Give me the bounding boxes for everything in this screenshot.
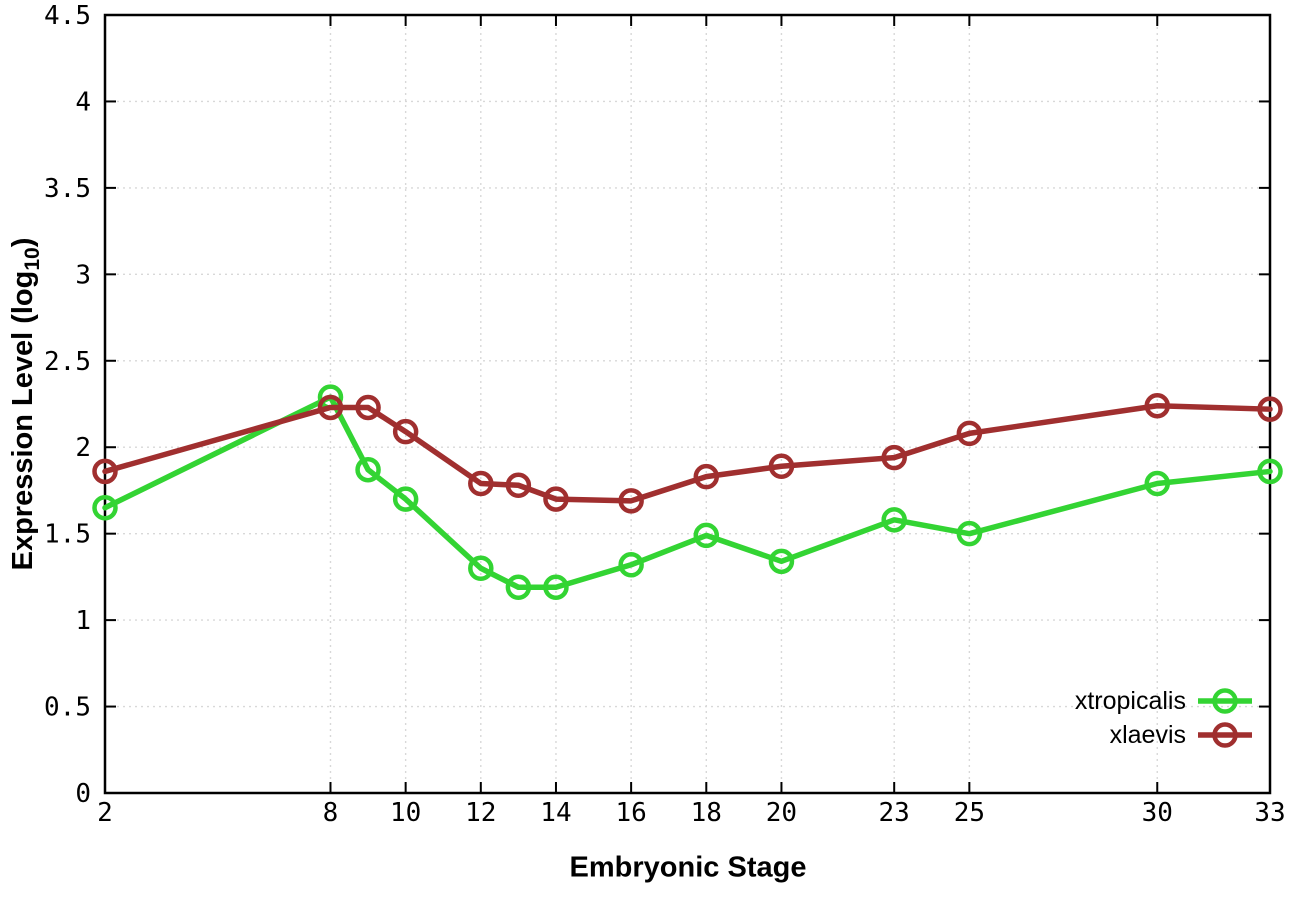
x-tick-label: 33 bbox=[1254, 798, 1285, 828]
data-point-xtropicalis bbox=[355, 456, 381, 483]
data-point-xtropicalis bbox=[543, 574, 569, 601]
x-tick-label: 16 bbox=[615, 798, 646, 828]
legend-circle-marker bbox=[1212, 688, 1238, 714]
x-tick-label: 18 bbox=[691, 798, 722, 828]
data-point-xlaevis bbox=[768, 453, 795, 479]
y-tick-label: 3.5 bbox=[44, 174, 91, 204]
data-point-xtropicalis bbox=[1257, 458, 1283, 485]
data-point-xtropicalis bbox=[768, 548, 795, 575]
data-point-xlaevis bbox=[92, 458, 118, 485]
x-tick-label: 20 bbox=[766, 798, 797, 828]
x-tick-label: 2 bbox=[97, 798, 113, 828]
data-point-xlaevis bbox=[881, 444, 907, 471]
plot-border bbox=[103, 13, 1272, 795]
data-point-xlaevis bbox=[956, 420, 983, 447]
y-tick-label: 4 bbox=[75, 87, 91, 117]
y-axis-title-text: Expression Level (log bbox=[7, 270, 40, 571]
y-tick-label: 0.5 bbox=[44, 693, 91, 723]
series-line-xlaevis bbox=[102, 402, 1273, 504]
y-axis-title-suffix: ) bbox=[7, 237, 40, 248]
x-tick-label: 30 bbox=[1142, 798, 1173, 828]
data-point-xtropicalis bbox=[392, 486, 419, 512]
x-tick-label: 25 bbox=[954, 798, 985, 828]
y-tick-label: 3 bbox=[75, 260, 91, 290]
y-tick-label: 2 bbox=[75, 433, 91, 463]
y-tick-label: 0 bbox=[75, 779, 91, 809]
series-line-xtropicalis bbox=[102, 394, 1273, 591]
data-point-xtropicalis bbox=[92, 494, 118, 521]
data-point-xlaevis bbox=[693, 463, 720, 490]
legend: xtropicalis xlaevis bbox=[1075, 684, 1254, 752]
data-point-xtropicalis bbox=[956, 520, 983, 547]
data-point-xtropicalis bbox=[618, 552, 644, 578]
x-axis-title: Embryonic Stage bbox=[569, 851, 807, 884]
data-point-xlaevis bbox=[317, 394, 344, 421]
y-tick-label: 1.5 bbox=[44, 520, 91, 550]
data-point-xlaevis bbox=[505, 472, 532, 499]
y-tick-label: 2.5 bbox=[44, 347, 91, 377]
x-tick-label: 12 bbox=[465, 798, 496, 828]
data-point-xtropicalis bbox=[693, 522, 720, 549]
series-marker-icon bbox=[1198, 688, 1252, 714]
data-point-xtropicalis bbox=[505, 574, 532, 601]
x-tick-label: 23 bbox=[879, 798, 910, 828]
legend-item-xtropicalis: xtropicalis bbox=[1075, 684, 1254, 718]
data-point-xtropicalis bbox=[881, 507, 907, 533]
legend-label-xtropicalis: xtropicalis bbox=[1074, 686, 1186, 715]
y-tick-label: 4.5 bbox=[44, 1, 91, 31]
data-point-xtropicalis bbox=[1144, 470, 1171, 497]
x-tick-label: 14 bbox=[540, 798, 571, 828]
data-point-xlaevis bbox=[392, 418, 419, 445]
x-tick-label: 10 bbox=[390, 798, 421, 828]
legend-item-xlaevis: xlaevis bbox=[1075, 718, 1254, 752]
y-tick-label: 1 bbox=[75, 606, 91, 636]
y-axis-title: Expression Level (log10) bbox=[7, 238, 45, 571]
data-point-xtropicalis bbox=[468, 555, 494, 581]
y-axis-title-subscript: 10 bbox=[20, 247, 44, 271]
data-point-xlaevis bbox=[1144, 392, 1171, 419]
data-point-xlaevis bbox=[618, 488, 644, 514]
data-point-xlaevis bbox=[355, 394, 381, 421]
data-point-xlaevis bbox=[1257, 396, 1283, 422]
data-point-xlaevis bbox=[543, 486, 569, 512]
data-point-xlaevis bbox=[468, 470, 494, 497]
legend-circle-marker bbox=[1212, 722, 1238, 748]
x-tick-label: 8 bbox=[323, 798, 339, 828]
series-marker-icon bbox=[1198, 722, 1252, 748]
legend-label-xlaevis: xlaevis bbox=[1109, 720, 1186, 749]
